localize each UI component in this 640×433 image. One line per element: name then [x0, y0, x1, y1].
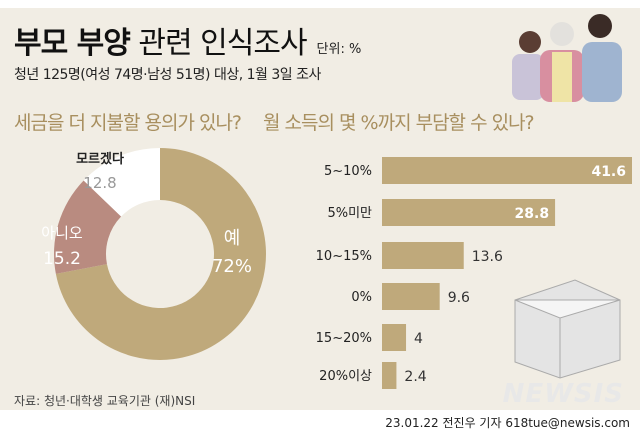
bar-4 — [382, 324, 407, 351]
bar-1 — [382, 199, 556, 226]
donut-category-label: 아니오 — [41, 224, 83, 242]
bar-category-label: 20%이상 — [319, 369, 372, 384]
source-note: 자료: 청년·대학생 교육기관 (재)NSI — [14, 394, 196, 408]
credit-line: 23.01.22 전진우 기자 618tue@newsis.com — [385, 416, 630, 430]
bar-category-label: 5~10% — [324, 164, 372, 179]
donut-slice-0 — [55, 148, 266, 360]
page-title: 부모 부양 관련 인식조사 — [14, 26, 308, 61]
newsis-logo: NEWSIS — [502, 379, 624, 409]
bar-2 — [382, 242, 464, 269]
bar-value-label: 2.4 — [404, 369, 426, 385]
bar-category-label: 15~20% — [316, 331, 372, 346]
bar-category-label: 0% — [351, 290, 372, 305]
bar-value-label: 9.6 — [448, 290, 470, 306]
donut-slice-1 — [53, 180, 122, 274]
unit-label: 단위: % — [316, 42, 362, 57]
bar-category-label: 10~15% — [316, 249, 372, 264]
box-stack-illustration — [514, 279, 621, 379]
bar-5 — [382, 362, 397, 389]
bar-title: 월 소득의 몇 %까지 부담할 수 있나? — [263, 112, 535, 134]
donut-value-label: 12.8 — [83, 174, 116, 192]
donut-category-label: 예 — [224, 228, 241, 249]
subtitle: 청년 125명(여성 74명·남성 51명) 대상, 1월 3일 조사 — [14, 67, 321, 83]
family-illustration — [512, 14, 622, 102]
donut-category-label: 모르겠다 — [76, 151, 124, 167]
bar-0 — [382, 157, 632, 184]
donut-value-label: 72% — [212, 256, 252, 277]
bar-value-label: 28.8 — [515, 206, 550, 222]
donut-title: 세금을 더 지불할 용의가 있나? — [14, 112, 242, 134]
bar-value-label: 41.6 — [591, 164, 626, 180]
bar-value-label: 13.6 — [472, 249, 503, 265]
bar-value-label: 4 — [414, 331, 423, 347]
donut-slice-2 — [83, 148, 160, 217]
bar-3 — [382, 283, 440, 310]
donut-value-label: 15.2 — [43, 249, 81, 269]
bar-category-label: 5%미만 — [327, 206, 372, 221]
question-row: 세금을 더 지불할 용의가 있나? 월 소득의 몇 %까지 부담할 수 있나? — [14, 108, 535, 135]
title-row: 부모 부양 관련 인식조사 단위: % — [14, 18, 361, 62]
